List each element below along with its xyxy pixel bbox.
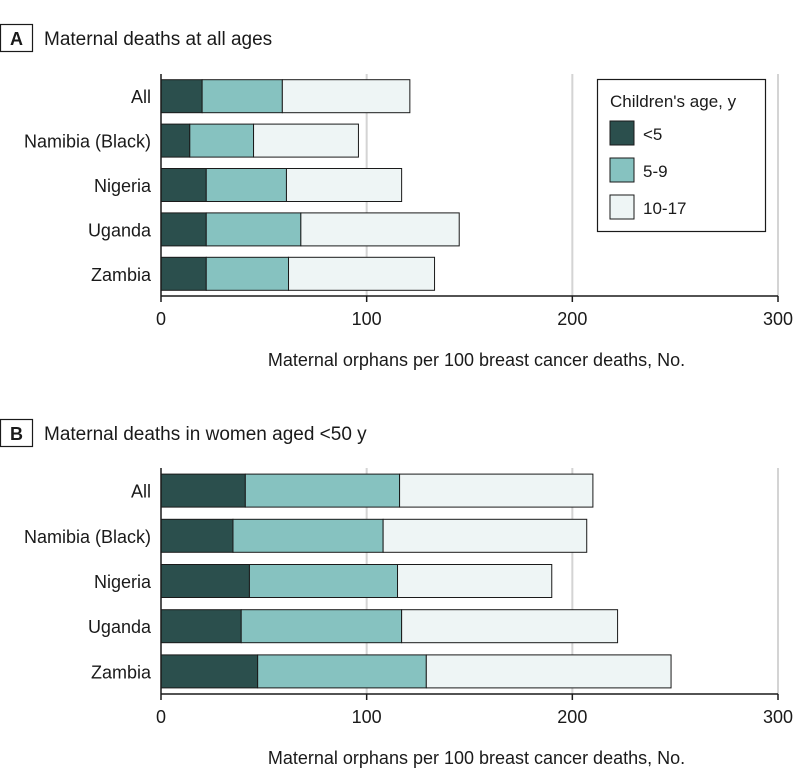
panel-a-category-label-uganda: Uganda — [88, 220, 152, 240]
panel-b-bar-namibia-black-10-17 — [382, 518, 588, 553]
panel-b: B Maternal deaths in women aged <50 y Al… — [0, 418, 793, 768]
panel-a-title: Maternal deaths at all ages — [44, 29, 272, 50]
panel-b-tick-label-300: 300 — [763, 707, 793, 727]
panel-a-bar-all-5-9 — [201, 79, 283, 114]
panel-b-bar-all-under-5 — [160, 473, 246, 508]
panel-b-category-label-all: All — [131, 482, 151, 502]
legend-label-10-17: 10-17 — [643, 199, 686, 218]
legend-swatch-10-17 — [609, 194, 635, 220]
legend: Children's age, y <5 5-9 10-17 — [596, 78, 767, 233]
panel-b-letter: B — [10, 424, 23, 444]
panel-a-ticks — [160, 296, 779, 302]
panel-b-bar-uganda-10-17 — [401, 609, 619, 644]
panel-b-bar-zambia-10-17 — [425, 654, 672, 689]
panel-a-tick-labels: 0 100 200 300 — [156, 309, 793, 329]
panel-b-tick-label-200: 200 — [557, 707, 587, 727]
legend-title: Children's age, y — [610, 92, 737, 111]
panel-a-bar-namibia-black-10-17 — [253, 123, 359, 158]
panel-b-bar-uganda-5-9 — [240, 609, 403, 644]
panel-a-bar-nigeria-10-17 — [285, 168, 403, 202]
panel-b-tick-label-0: 0 — [156, 707, 166, 727]
panel-a-bars — [160, 79, 460, 291]
legend-label-under-5: <5 — [643, 125, 662, 144]
panel-a-bar-all-10-17 — [281, 79, 411, 114]
panel-a-bar-uganda-under-5 — [160, 212, 207, 247]
panel-a-tick-label-0: 0 — [156, 309, 166, 329]
panel-a-bar-uganda-10-17 — [300, 212, 460, 247]
panel-b-bar-namibia-black-5-9 — [232, 518, 384, 553]
panel-a-bar-zambia-10-17 — [288, 256, 436, 291]
legend-swatch-under-5 — [609, 120, 635, 146]
panel-b-bar-zambia-under-5 — [160, 654, 259, 689]
panel-b-ticks — [160, 694, 779, 700]
panel-b-x-axis-label: Maternal orphans per 100 breast cancer d… — [268, 748, 685, 768]
panel-b-category-labels: All Namibia (Black) Nigeria Uganda Zambia — [24, 482, 152, 683]
legend-swatch-5-9 — [609, 157, 635, 183]
panel-b-title: Maternal deaths in women aged <50 y — [44, 424, 367, 445]
legend-box — [596, 78, 767, 233]
panel-b-bar-all-10-17 — [399, 473, 594, 508]
panel-b-tick-label-100: 100 — [352, 707, 382, 727]
panel-a-bar-all-under-5 — [160, 79, 203, 114]
panel-b-category-label-zambia: Zambia — [91, 662, 152, 682]
panel-a-letter: A — [10, 29, 23, 49]
panel-a-tick-label-200: 200 — [557, 309, 587, 329]
panel-a-category-labels: All Namibia (Black) Nigeria Uganda Zambia — [24, 87, 152, 285]
panel-a-letter-box — [0, 23, 34, 53]
panel-b-bar-nigeria-5-9 — [248, 564, 399, 598]
panel-b-letter-box — [0, 418, 34, 448]
panel-a-bar-nigeria-5-9 — [205, 168, 287, 202]
panel-a-tick-label-300: 300 — [763, 309, 793, 329]
panel-b-bars — [160, 473, 672, 689]
panel-b-bar-uganda-under-5 — [160, 609, 242, 644]
panel-a-bar-zambia-5-9 — [205, 256, 290, 291]
panel-b-category-label-uganda: Uganda — [88, 617, 152, 637]
panel-a-x-axis-label: Maternal orphans per 100 breast cancer d… — [268, 350, 685, 370]
panel-b-category-label-namibia-black: Namibia (Black) — [24, 527, 151, 547]
panel-a-category-label-namibia-black: Namibia (Black) — [24, 132, 151, 152]
panel-a-category-label-nigeria: Nigeria — [94, 176, 152, 196]
panel-b-bar-nigeria-10-17 — [397, 564, 553, 598]
panel-a-bar-uganda-5-9 — [205, 212, 302, 247]
panel-b-category-label-nigeria: Nigeria — [94, 572, 152, 592]
panel-a-bar-zambia-under-5 — [160, 256, 207, 291]
panel-b-bar-zambia-5-9 — [257, 654, 427, 689]
panel-a-tick-label-100: 100 — [352, 309, 382, 329]
panel-a-header: A Maternal deaths at all ages — [0, 23, 272, 53]
panel-b-tick-labels: 0 100 200 300 — [156, 707, 793, 727]
panel-a-bar-namibia-black-5-9 — [189, 123, 255, 158]
panel-b-bar-namibia-black-under-5 — [160, 518, 234, 553]
panel-a-category-label-zambia: Zambia — [91, 265, 152, 285]
panel-a: A Maternal deaths at all ages All Namibia… — [0, 23, 793, 370]
legend-label-5-9: 5-9 — [643, 162, 668, 181]
panel-b-bar-nigeria-under-5 — [160, 564, 250, 598]
panel-a-bar-nigeria-under-5 — [160, 168, 207, 202]
panel-a-bar-namibia-black-under-5 — [160, 123, 191, 158]
panel-b-bar-all-5-9 — [244, 473, 401, 508]
panel-a-category-label-all: All — [131, 87, 151, 107]
panel-b-header: B Maternal deaths in women aged <50 y — [0, 418, 367, 448]
